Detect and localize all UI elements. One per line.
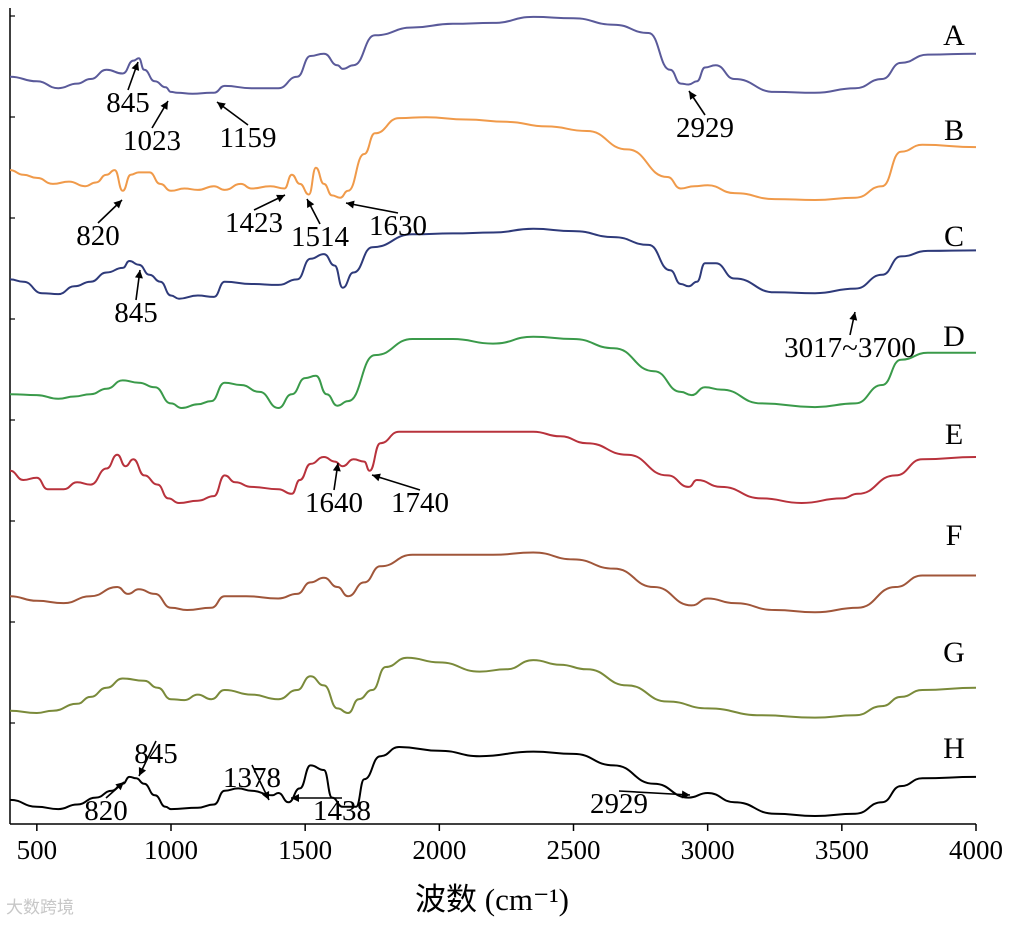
- annotation-arrow-head: [217, 102, 226, 110]
- peak-annotation: 2929: [590, 788, 691, 820]
- watermark-logo: 大数跨境: [6, 898, 74, 918]
- annotation-arrow-head: [131, 62, 140, 71]
- annotation-label: 2929: [590, 788, 648, 820]
- x-tick-label: 3500: [815, 835, 869, 865]
- annotation-arrow-head: [332, 463, 341, 472]
- peak-annotation: 820: [84, 781, 128, 827]
- annotation-arrow-head: [134, 270, 143, 279]
- series-line-C: [9, 227, 977, 300]
- annotation-label: 1159: [220, 122, 277, 154]
- peak-annotation: 1640: [305, 462, 363, 519]
- x-tick-label: 3000: [681, 835, 735, 865]
- annotation-arrow-head: [689, 91, 697, 100]
- peak-annotation: 3017~3700: [784, 311, 916, 364]
- annotation-label: 1640: [305, 487, 363, 519]
- peak-annotation: 845: [114, 269, 158, 329]
- annotation-label: 845: [114, 297, 158, 329]
- annotation-arrow-head: [346, 200, 355, 209]
- annotation-label: 820: [84, 795, 128, 827]
- x-tick-label: 500: [17, 835, 58, 865]
- series-label-C: C: [944, 220, 964, 253]
- annotation-label: 845: [106, 87, 150, 119]
- annotation-label: 1423: [225, 207, 283, 239]
- peak-annotation: 820: [76, 199, 123, 252]
- series-label-A: A: [943, 19, 965, 52]
- annotation-label: 1378: [223, 762, 281, 794]
- annotation-label: 1023: [123, 125, 181, 157]
- x-tick-label: 2500: [547, 835, 601, 865]
- series-line-H: [9, 746, 977, 817]
- series-line-E: [9, 430, 977, 504]
- peak-annotations: 845 1023 1159 2929 820 1423 1514 1630 845 3017~37…: [76, 61, 916, 827]
- series-label-B: B: [944, 114, 964, 147]
- series-line-B: [9, 116, 977, 201]
- annotation-label: 820: [76, 220, 120, 252]
- peak-annotation: 845: [106, 61, 150, 119]
- series-labels: A B C D E F G H: [943, 19, 965, 765]
- peak-annotation: 1740: [371, 473, 449, 519]
- annotation-arrow-line: [345, 202, 399, 214]
- annotation-arrow-head: [115, 782, 124, 791]
- annotation-arrow-head: [372, 473, 381, 482]
- series-label-G: G: [943, 636, 965, 669]
- peak-annotation: 1438: [291, 794, 371, 827]
- x-tick-label: 1000: [144, 835, 198, 865]
- annotation-arrow-head: [261, 791, 270, 800]
- series-label-H: H: [943, 732, 965, 765]
- series-label-E: E: [945, 418, 963, 451]
- x-tick-label: 2000: [412, 835, 466, 865]
- peak-annotation: 2929: [676, 90, 734, 144]
- peak-annotation: 1423: [225, 194, 286, 239]
- annotation-label: 3017~3700: [784, 332, 916, 364]
- annotation-arrow-head: [138, 767, 147, 776]
- annotation-label: 1630: [369, 210, 427, 242]
- x-axis-title: 波数 (cm⁻¹): [415, 882, 569, 917]
- annotation-arrow-head: [849, 312, 858, 321]
- annotation-arrow-head: [681, 790, 690, 799]
- axes: 500 1000 1500 2000 2500 3000 3500 4000: [9, 8, 1003, 865]
- annotation-arrow-line: [371, 474, 421, 491]
- series-line-G: [9, 656, 977, 719]
- annotation-arrow-head: [291, 794, 299, 802]
- x-tick-label: 4000: [949, 835, 1003, 865]
- annotation-arrow-head: [276, 194, 285, 203]
- series-label-D: D: [943, 320, 965, 353]
- series-line-A: [9, 15, 977, 95]
- series-line-F: [9, 551, 976, 614]
- peak-annotation: 845: [134, 738, 178, 777]
- peak-annotation: 1630: [345, 200, 427, 242]
- series-layer: [9, 15, 977, 817]
- annotation-label: 2929: [676, 112, 734, 144]
- x-tick-label: 1500: [278, 835, 332, 865]
- peak-annotation: 1378: [223, 762, 281, 801]
- annotation-label: 1514: [291, 221, 350, 253]
- annotation-arrow-head: [160, 101, 168, 110]
- annotation-arrow-head: [113, 200, 122, 209]
- peak-annotation: 1023: [123, 100, 181, 157]
- series-label-F: F: [946, 519, 963, 552]
- annotation-arrow-line: [618, 790, 691, 796]
- peak-annotation: 1159: [216, 101, 277, 154]
- annotation-arrow-head: [307, 199, 315, 208]
- annotation-label: 1438: [313, 795, 371, 827]
- annotation-label: 1740: [391, 487, 449, 519]
- peak-annotation: 1514: [291, 198, 350, 253]
- annotation-label: 845: [134, 738, 178, 770]
- series-line-D: [9, 335, 976, 409]
